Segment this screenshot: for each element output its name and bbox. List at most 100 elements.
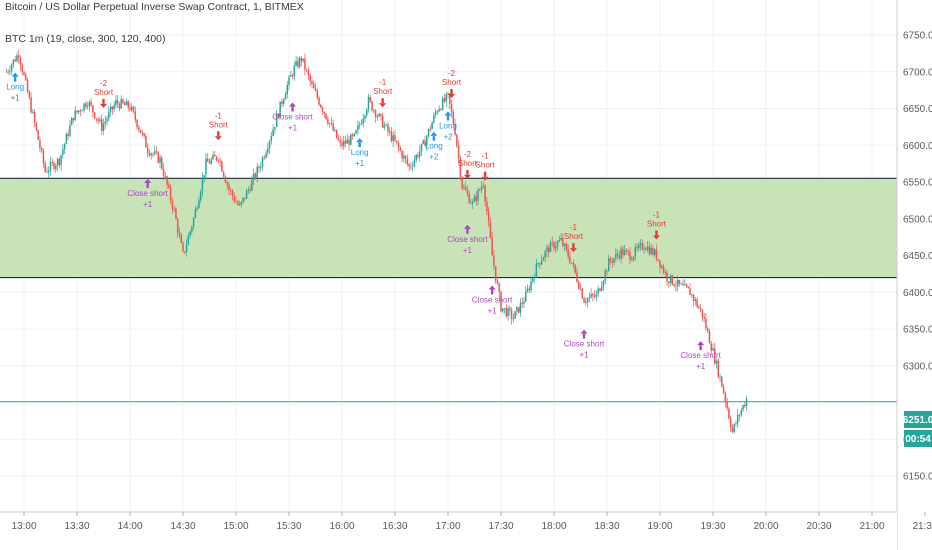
candle-body	[74, 110, 76, 121]
candle-body	[706, 328, 709, 332]
y-tick-label: 6500.0	[903, 214, 932, 225]
candle-body	[454, 123, 456, 135]
candle-body	[650, 248, 652, 255]
candle-body	[394, 135, 396, 141]
candle-body	[701, 309, 704, 317]
candle-body	[291, 75, 294, 77]
candle-body	[86, 106, 89, 108]
candle-body	[120, 99, 122, 109]
candle-body	[724, 392, 727, 402]
supply-demand-zone	[0, 178, 897, 278]
candle-body	[60, 155, 62, 166]
candle-body	[680, 283, 682, 285]
trade-marker-label: Long	[439, 121, 457, 130]
candle-body	[70, 117, 73, 126]
candle-body	[740, 409, 743, 415]
indicator-legend[interactable]: BTC 1m (19, close, 300, 120, 400)	[5, 33, 166, 45]
candle-body	[411, 165, 414, 167]
candle-body	[429, 128, 432, 130]
candle-body	[572, 263, 575, 265]
trade-marker-label: Close short	[447, 235, 488, 244]
x-tick-label: 17:30	[488, 521, 513, 532]
candle-body	[565, 243, 568, 250]
candle-body	[563, 243, 566, 246]
candle-body	[353, 133, 356, 136]
candle-body	[104, 121, 107, 124]
candle-body	[346, 139, 349, 144]
candle-body	[464, 187, 467, 191]
candle-body	[364, 115, 366, 119]
x-tick-label: 19:00	[647, 521, 672, 532]
candle-body	[696, 299, 698, 307]
candle-body	[344, 140, 347, 144]
chart-title: Bitcoin / US Dollar Perpetual Inverse Sw…	[5, 1, 304, 13]
trade-marker-qty: +1	[696, 362, 706, 371]
candle-body	[558, 240, 561, 242]
trade-marker-short: Short-1	[647, 211, 667, 240]
last-price-label: 6251.0	[903, 415, 932, 426]
candle-body	[247, 189, 250, 191]
candle-body	[123, 103, 126, 106]
candle-body	[669, 275, 672, 284]
trade-marker-qty: -1	[653, 211, 661, 220]
candle-body	[685, 284, 688, 287]
candle-body	[108, 111, 110, 119]
candle-body	[503, 308, 506, 309]
x-tick-label: 18:00	[541, 521, 566, 532]
candle-body	[270, 135, 273, 141]
candle-body	[530, 281, 532, 291]
candle-body	[231, 190, 234, 196]
candle-body	[288, 76, 290, 86]
trade-marker-long: Long +1	[351, 138, 369, 168]
candle-body	[433, 114, 435, 123]
candle-body	[544, 251, 546, 258]
candle-body	[387, 124, 389, 132]
candle-body	[742, 404, 744, 410]
x-tick-label: 15:30	[276, 521, 301, 532]
candle-body	[17, 55, 20, 59]
candle-body	[577, 281, 580, 289]
candle-body	[58, 158, 61, 166]
candle-body	[302, 58, 304, 62]
candle-body	[744, 404, 746, 407]
candle-body	[175, 208, 177, 220]
candle-body	[388, 131, 391, 133]
candle-body	[712, 348, 714, 351]
candle-body	[692, 294, 695, 301]
candle-body	[111, 106, 114, 110]
trade-marker-qty: +2	[443, 132, 453, 141]
candle-body	[618, 255, 621, 259]
time-axis[interactable]: 13:00 13:30 14:00 14:30 15:00 15:30 16:00 16:30…	[11, 512, 932, 532]
candle-body	[537, 263, 539, 265]
candle-body	[127, 101, 129, 108]
candle-body	[728, 408, 730, 419]
candle-body	[586, 298, 589, 303]
candle-body	[380, 113, 382, 116]
candle-body	[714, 348, 716, 364]
candle-body	[415, 155, 417, 161]
candle-body	[636, 247, 638, 249]
candle-body	[351, 134, 354, 136]
candle-body	[689, 288, 691, 296]
candle-body	[118, 103, 121, 109]
candle-body	[214, 154, 216, 157]
trade-marker-label: Short	[476, 161, 496, 170]
candle-body	[235, 201, 237, 203]
candle-body	[466, 190, 469, 194]
x-tick-label: 13:00	[11, 521, 36, 532]
candle-body	[473, 196, 476, 202]
candle-body	[274, 126, 276, 130]
trade-marker-qty: -1	[482, 152, 490, 161]
candle-body	[431, 122, 433, 130]
candle-body	[715, 360, 718, 364]
candle-body	[413, 160, 416, 166]
candle-body	[334, 130, 336, 131]
candle-body	[417, 155, 419, 157]
candle-body	[397, 142, 400, 148]
candle-body	[450, 103, 453, 113]
candle-body	[512, 318, 515, 320]
candle-body	[588, 297, 591, 299]
candle-body	[505, 308, 508, 317]
candle-body	[90, 101, 92, 106]
